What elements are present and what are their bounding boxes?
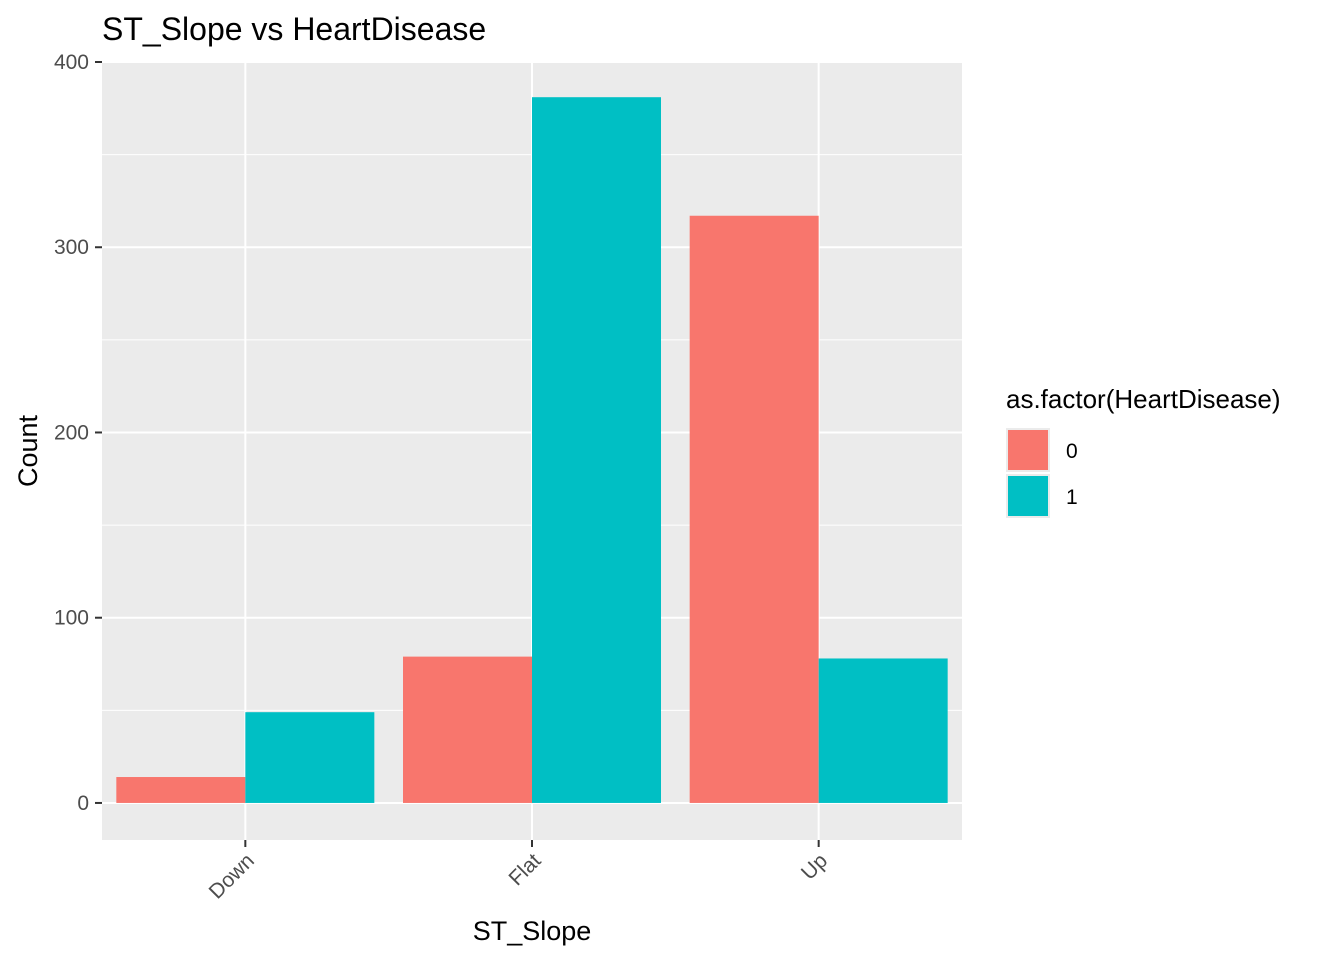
- legend-items: 01: [1006, 428, 1078, 518]
- x-tick-label-down: Down: [205, 849, 259, 903]
- y-tick-label: 300: [54, 236, 89, 259]
- y-tick-label: 100: [54, 607, 89, 630]
- x-axis: Down Flat Up: [205, 840, 832, 904]
- bar-flat-series-0: [403, 656, 532, 803]
- bar-down-series-1: [245, 712, 375, 803]
- legend-swatch-0: [1008, 430, 1048, 470]
- chart-title: ST_Slope vs HeartDisease: [102, 11, 486, 47]
- legend-swatch-1: [1008, 476, 1048, 516]
- bar-down-series-0: [116, 777, 246, 803]
- y-axis-title: Count: [13, 414, 43, 487]
- y-tick-label: 0: [77, 792, 89, 815]
- y-axis: 0 100 200 300 400: [54, 51, 102, 815]
- bars-layer: [116, 97, 948, 803]
- legend-label-0: 0: [1066, 440, 1078, 463]
- bar-up-series-0: [689, 215, 819, 803]
- legend-title: as.factor(HeartDisease): [1006, 384, 1281, 414]
- x-axis-title: ST_Slope: [473, 916, 592, 946]
- bar-flat-series-1: [532, 97, 661, 803]
- y-tick-label: 400: [54, 51, 89, 74]
- x-tick-label-flat: Flat: [505, 849, 546, 890]
- legend-label-1: 1: [1066, 486, 1078, 509]
- y-tick-label: 200: [54, 421, 89, 444]
- bar-up-series-1: [818, 658, 948, 803]
- legend: as.factor(HeartDisease) 01: [1006, 384, 1281, 518]
- x-tick-label-up: Up: [797, 849, 832, 884]
